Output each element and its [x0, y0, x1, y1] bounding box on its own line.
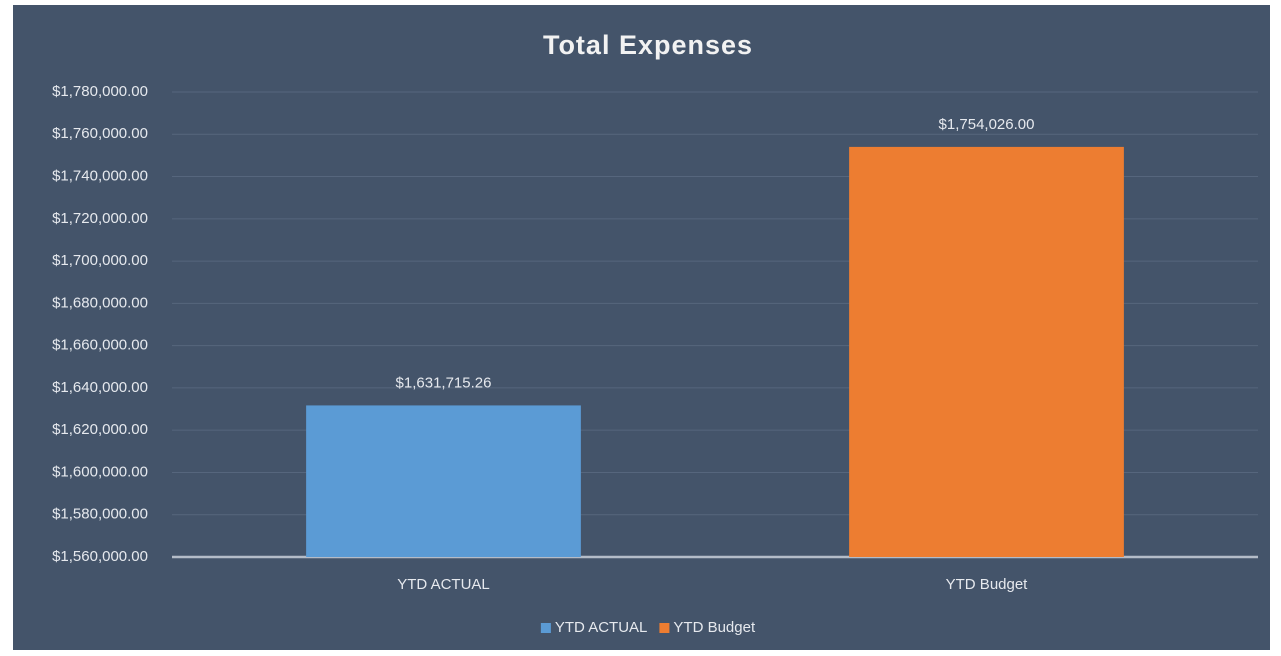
- bar: [849, 146, 1124, 557]
- data-label: $1,631,715.26: [396, 374, 492, 391]
- bar: [306, 405, 581, 557]
- legend-swatch: [540, 623, 551, 633]
- chart-title: Total Expenses: [543, 30, 753, 60]
- x-tick-label: YTD ACTUAL: [397, 576, 490, 593]
- y-tick-label: $1,720,000.00: [52, 210, 148, 227]
- legend-label: YTD ACTUAL: [555, 619, 648, 636]
- y-tick-label: $1,700,000.00: [52, 252, 148, 269]
- y-tick-label: $1,680,000.00: [52, 294, 148, 311]
- y-tick-label: $1,660,000.00: [52, 337, 148, 354]
- data-label: $1,754,026.00: [939, 116, 1035, 133]
- legend-swatch: [659, 623, 670, 633]
- y-tick-label: $1,560,000.00: [52, 548, 148, 565]
- y-tick-label: $1,620,000.00: [52, 421, 148, 438]
- y-tick-label: $1,600,000.00: [52, 463, 148, 480]
- x-tick-label: YTD Budget: [946, 576, 1029, 593]
- y-tick-label: $1,780,000.00: [52, 83, 148, 100]
- y-tick-label: $1,640,000.00: [52, 379, 148, 396]
- y-tick-label: $1,740,000.00: [52, 168, 148, 185]
- y-tick-label: $1,580,000.00: [52, 506, 148, 523]
- legend-label: YTD Budget: [673, 619, 756, 636]
- y-tick-label: $1,760,000.00: [52, 125, 148, 142]
